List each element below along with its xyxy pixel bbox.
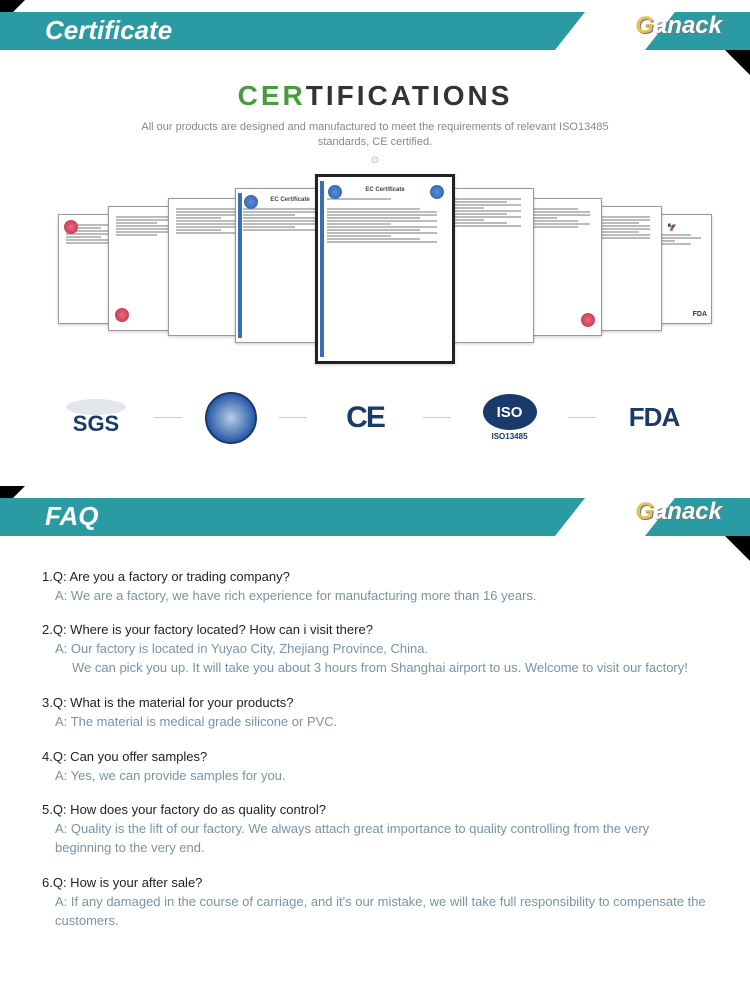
iso-logo-text: ISO: [483, 394, 537, 430]
faq-item: 3.Q: What is the material for your produ…: [42, 694, 708, 732]
faq-question: 5.Q: How does your factory do as quality…: [42, 801, 708, 820]
logo-separator: [568, 417, 596, 418]
iso-logo-sub: ISO13485: [491, 432, 527, 441]
brand-logo: Ganack: [635, 498, 722, 526]
faq-item: 2.Q: Where is your factory located? How …: [42, 621, 708, 678]
faq-answer: A: We are a factory, we have rich experi…: [42, 587, 708, 606]
logo-separator: [423, 417, 451, 418]
brand-logo: Ganack: [635, 12, 722, 40]
logo-separator: [279, 417, 307, 418]
fda-logo: FDA: [618, 390, 690, 446]
banner-skew-left: [555, 12, 585, 50]
faq-question: 1.Q: Are you a factory or trading compan…: [42, 568, 708, 587]
divider-dot: ⊙: [10, 155, 740, 166]
faq-answer: A: If any damaged in the course of carri…: [42, 893, 708, 931]
faq-answer: A: Yes, we can provide samples for you.: [42, 767, 708, 786]
faq-answer: A: The material is medical grade silicon…: [42, 713, 708, 732]
sgs-logo: SGS: [60, 390, 132, 446]
certifications-subtext: All our products are designed and manufa…: [115, 120, 635, 151]
faq-item: 6.Q: How is your after sale?A: If any da…: [42, 874, 708, 931]
iso-logo: ISO ISO13485: [474, 390, 546, 446]
cert-logo-row: SGS CE ISO ISO13485 FDA: [10, 382, 740, 476]
faq-question: 3.Q: What is the material for your produ…: [42, 694, 708, 713]
faq-answer: We can pick you up. It will take you abo…: [42, 659, 708, 678]
certificate-fan: EC Certificate EC Certificate 🦅FDA: [10, 174, 740, 374]
banner-corner-right: [725, 536, 750, 561]
ce-logo: CE: [329, 390, 401, 446]
certificate-banner: Certificate Ganack: [0, 0, 750, 50]
banner-corner-right: [725, 50, 750, 75]
certifications-heading: CERTIFICATIONS: [10, 80, 740, 112]
faq-list: 1.Q: Are you a factory or trading compan…: [0, 546, 750, 986]
faq-item: 1.Q: Are you a factory or trading compan…: [42, 568, 708, 606]
round-seal-logo: [205, 392, 257, 444]
faq-item: 5.Q: How does your factory do as quality…: [42, 801, 708, 858]
certificate-title: Certificate: [45, 15, 172, 46]
certificate-doc-center: EC Certificate: [315, 174, 455, 364]
faq-question: 4.Q: Can you offer samples?: [42, 748, 708, 767]
faq-banner: FAQ Ganack: [0, 486, 750, 536]
faq-answer: A: Quality is the lift of our factory. W…: [42, 820, 708, 858]
heading-rest: TIFICATIONS: [306, 80, 513, 111]
faq-answer: A: Our factory is located in Yuyao City,…: [42, 640, 708, 659]
logo-separator: [154, 417, 182, 418]
heading-highlight: CER: [238, 80, 306, 111]
faq-item: 4.Q: Can you offer samples?A: Yes, we ca…: [42, 748, 708, 786]
faq-title: FAQ: [45, 501, 98, 532]
banner-skew-left: [555, 498, 585, 536]
faq-question: 6.Q: How is your after sale?: [42, 874, 708, 893]
faq-question: 2.Q: Where is your factory located? How …: [42, 621, 708, 640]
certifications-section: CERTIFICATIONS All our products are desi…: [0, 60, 750, 486]
